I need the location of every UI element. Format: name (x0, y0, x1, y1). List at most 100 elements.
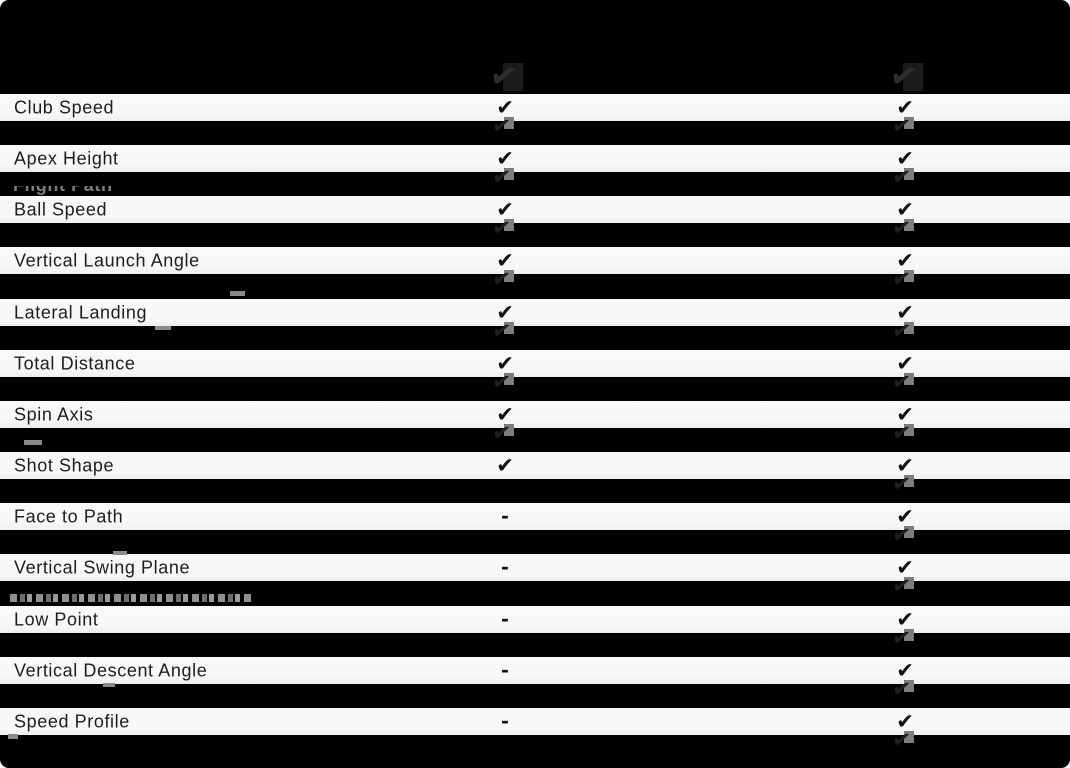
row-label: Total Distance (14, 353, 136, 373)
check-icon: ✔ (490, 368, 512, 397)
remnant-patch (904, 168, 914, 180)
table-row: Vertical Launch Angle ✔ ✔ (0, 247, 1070, 274)
hidden-row-check-remnant: ✔ (891, 369, 921, 407)
row-label: Lateral Landing (14, 302, 148, 322)
remnant-patch (904, 475, 914, 487)
check-icon: ✔ (890, 163, 912, 192)
remnant-patch (904, 117, 914, 129)
row-label: Shot Shape (14, 455, 115, 475)
check-icon: ✔ (490, 112, 512, 141)
smudge-artifact (230, 291, 245, 296)
hidden-row-label-remnant: Flight Path (13, 186, 191, 196)
check-icon: ✔ (896, 300, 914, 324)
table-row: Lateral Landing ✔ ✔ (0, 299, 1070, 326)
check-icon: ✔ (896, 402, 914, 426)
hidden-row-label-text: Flight Path (13, 186, 113, 196)
hidden-row-text-sliver (10, 594, 252, 602)
table-row: Face to Path - ✔ (0, 503, 1070, 530)
row-label: Low Point (14, 609, 99, 629)
hidden-row-check-remnant: ✔ (891, 215, 921, 253)
remnant-patch (504, 168, 514, 180)
remnant-patch (504, 424, 514, 436)
check-icon: ✔ (890, 521, 912, 550)
remnant-patch (504, 322, 514, 334)
check-icon: ✔ (896, 197, 914, 221)
remnant-patch (904, 219, 914, 231)
hidden-row-check-remnant: ✔ (491, 318, 521, 356)
smudge-artifact (155, 326, 171, 330)
row-label: Vertical Launch Angle (14, 250, 200, 270)
check-icon: ✔ (496, 351, 514, 375)
row-label: Vertical Swing Plane (14, 557, 191, 577)
check-icon: ✔ (890, 726, 912, 755)
table-row: Vertical Descent Angle - ✔ (0, 657, 1070, 684)
hidden-row-check-remnant: ✔ (887, 55, 924, 97)
dash-icon: - (501, 505, 509, 527)
row-label: Apex Height (14, 148, 119, 168)
check-icon: ✔ (487, 55, 520, 97)
hidden-row-check-remnant: ✔ (891, 471, 921, 509)
check-icon: ✔ (496, 248, 514, 272)
remnant-patch (904, 322, 914, 334)
hidden-row-check-remnant: ✔ (491, 113, 521, 151)
hidden-row-check-remnant: ✔ (891, 164, 921, 202)
hidden-row-check-remnant: ✔ (891, 113, 921, 151)
row-label: Ball Speed (14, 199, 108, 219)
hidden-row-check-remnant: ✔ (491, 164, 521, 202)
check-icon: ✔ (890, 317, 912, 346)
check-icon: ✔ (890, 572, 912, 601)
table-row: Total Distance ✔ ✔ (0, 350, 1070, 377)
check-icon: ✔ (896, 658, 914, 682)
check-icon: ✔ (896, 351, 914, 375)
dash-icon: - (501, 710, 509, 732)
hidden-row-check-remnant: ✔ (891, 676, 921, 714)
check-icon: ✔ (896, 453, 914, 477)
check-icon: ✔ (496, 146, 514, 170)
check-icon: ✔ (890, 675, 912, 704)
remnant-patch (903, 63, 923, 91)
smudge-artifact (113, 551, 127, 555)
check-icon: ✔ (496, 197, 514, 221)
check-icon: ✔ (896, 248, 914, 272)
hidden-row-check-remnant: ✔ (491, 215, 521, 253)
hidden-row-check-remnant: ✔ (491, 369, 521, 407)
smudge-artifact (24, 440, 42, 445)
dash-icon: - (501, 556, 509, 578)
check-icon: ✔ (896, 555, 914, 579)
remnant-patch (904, 373, 914, 385)
table-row: Ball Speed ✔ ✔ (0, 196, 1070, 223)
remnant-patch (904, 629, 914, 641)
remnant-patch (504, 373, 514, 385)
check-icon: ✔ (496, 95, 514, 119)
check-icon: ✔ (890, 624, 912, 653)
remnant-patch (504, 219, 514, 231)
smudge-artifact (103, 683, 115, 687)
check-icon: ✔ (496, 300, 514, 324)
row-label: Spin Axis (14, 404, 94, 424)
check-icon: ✔ (496, 453, 514, 477)
table-row: Vertical Swing Plane - ✔ (0, 554, 1070, 581)
hidden-row-check-remnant: ✔ (891, 318, 921, 356)
table-row: Spin Axis ✔ ✔ (0, 401, 1070, 428)
check-icon: ✔ (490, 163, 512, 192)
table-row: Apex Height ✔ ✔ (0, 145, 1070, 172)
check-icon: ✔ (890, 112, 912, 141)
check-icon: ✔ (490, 214, 512, 243)
hidden-row-check-remnant: ✔ (891, 573, 921, 611)
check-icon: ✔ (890, 368, 912, 397)
remnant-patch (904, 526, 914, 538)
check-icon: ✔ (490, 419, 512, 448)
hidden-row-check-remnant: ✔ (891, 727, 921, 765)
table-row: Low Point - ✔ (0, 606, 1070, 633)
remnant-patch (904, 577, 914, 589)
check-icon: ✔ (490, 317, 512, 346)
hidden-row-check-remnant: ✔ (491, 266, 521, 304)
row-label: Vertical Descent Angle (14, 660, 208, 680)
check-icon: ✔ (887, 55, 920, 97)
remnant-patch (504, 270, 514, 282)
check-icon: ✔ (896, 709, 914, 733)
remnant-patch (503, 63, 523, 91)
smudge-artifact (8, 734, 18, 739)
check-icon: ✔ (890, 419, 912, 448)
